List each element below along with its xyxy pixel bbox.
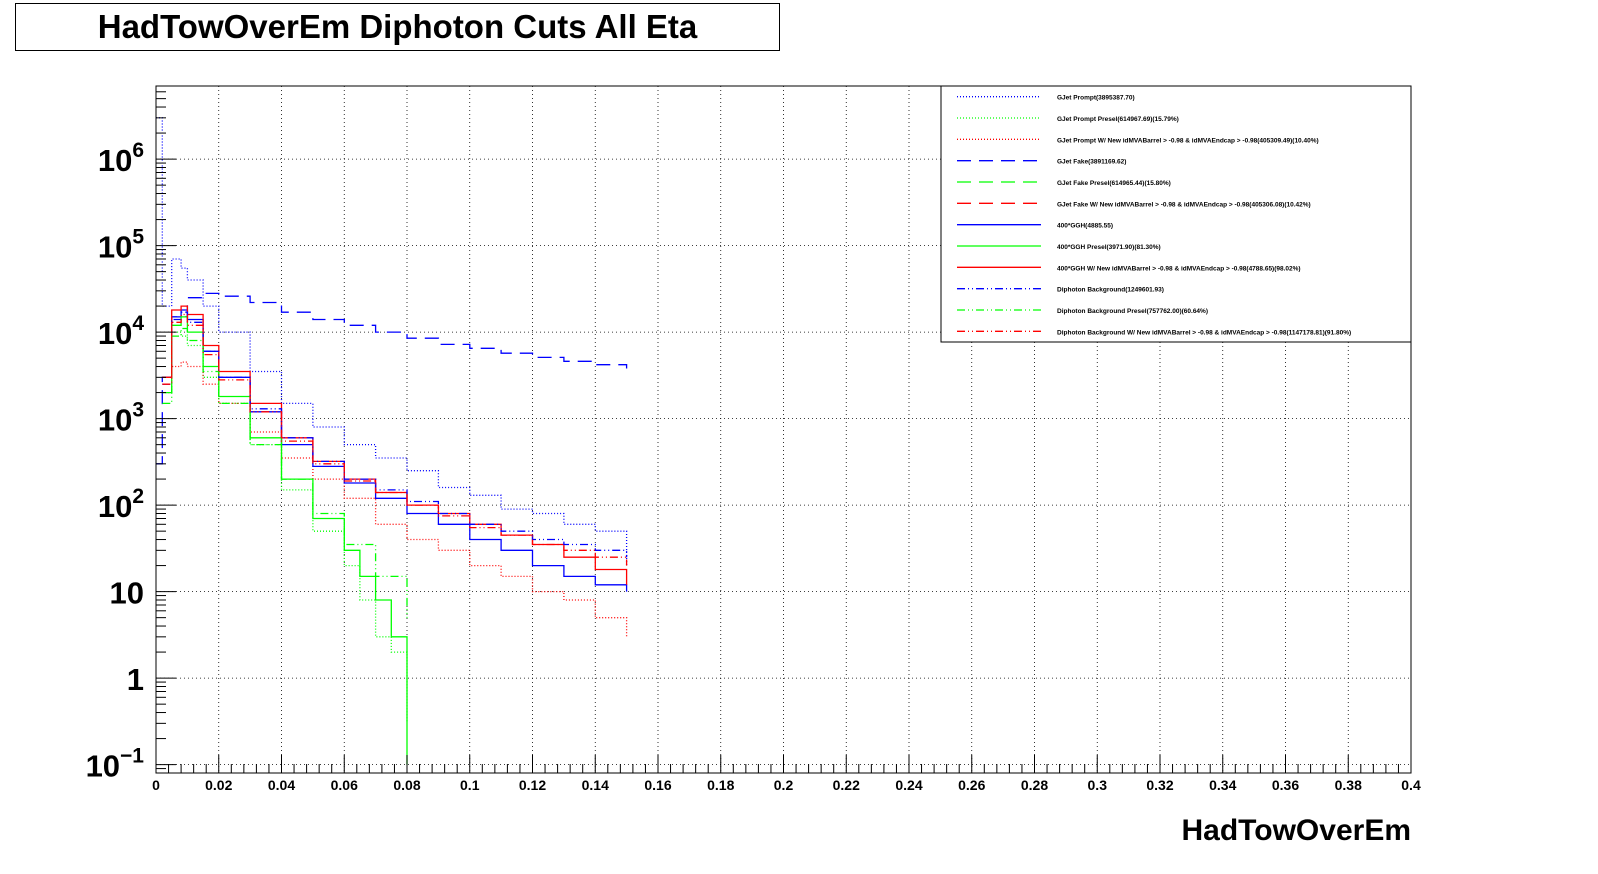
y-tick-exponent: 2	[132, 485, 144, 508]
y-tick-exponent: −1	[120, 745, 144, 768]
y-tick-label: 10	[110, 576, 144, 611]
y-tick-label: 103	[98, 399, 144, 438]
x-tick-label: 0.36	[1272, 777, 1299, 793]
y-tick-exponent: 5	[132, 226, 144, 249]
series-line-9	[162, 305, 628, 585]
x-tick-label: 0.16	[644, 777, 671, 793]
x-tick-label: 0.38	[1335, 777, 1362, 793]
y-tick-label: 104	[98, 312, 144, 351]
x-axis-label: HadTowOverEm	[1182, 814, 1412, 847]
y-tick-label: 1	[127, 662, 144, 697]
legend-box	[940, 85, 1412, 343]
series-line-10	[162, 311, 628, 558]
legend-entry: GJet Fake Presel(614965.44)(15.80%)	[1057, 180, 1171, 187]
x-tick-label: 0.14	[582, 777, 609, 793]
legend-entry: 400*GGH W/ New idMVABarrel > -0.98 & idM…	[1057, 265, 1301, 272]
legend-entry: Diphoton Background W/ New idMVABarrel >…	[1057, 329, 1351, 336]
legend-entry: 400*GGH(4885.55)	[1057, 223, 1113, 230]
legend-entry: GJet Prompt W/ New idMVABarrel > -0.98 &…	[1057, 137, 1319, 144]
x-tick-label: 0.02	[205, 777, 232, 793]
series-line-4	[156, 292, 628, 465]
y-tick-label: 106	[98, 139, 144, 178]
x-tick-label: 0.3	[1088, 777, 1108, 793]
x-tick-label: 0.28	[1021, 777, 1048, 793]
x-tick-label: 0.04	[268, 777, 295, 793]
legend-entry: GJet Fake W/ New idMVABarrel > -0.98 & i…	[1057, 201, 1311, 208]
x-tick-label: 0.18	[707, 777, 734, 793]
x-tick-label: 0.06	[331, 777, 358, 793]
series-line-3	[162, 361, 628, 637]
x-tick-label: 0.22	[833, 777, 860, 793]
series-line-7	[162, 309, 628, 592]
x-tick-label: 0.1	[460, 777, 480, 793]
series-line-12	[162, 313, 628, 566]
x-tick-label: 0.24	[895, 777, 922, 793]
legend-entry: GJet Prompt(3895387.70)	[1057, 95, 1135, 102]
x-tick-label: 0.12	[519, 777, 546, 793]
legend-entry: GJet Fake(3891169.62)	[1057, 159, 1126, 166]
y-tick-label: 105	[98, 226, 144, 265]
legend: GJet Prompt(3895387.70) GJet Prompt Prese…	[940, 85, 1412, 343]
x-tick-label: 0.4	[1401, 777, 1421, 793]
y-tick-label: 102	[98, 485, 144, 524]
y-tick-exponent: 4	[132, 312, 144, 335]
y-tick-exponent: 6	[132, 139, 144, 162]
series-line-11	[162, 327, 408, 618]
legend-entry: 400*GGH Presel(3971.90)(81.30%)	[1057, 244, 1161, 251]
y-tick-exponent: 3	[132, 399, 144, 422]
legend-entry: Diphoton Background Presel(757762.00)(60…	[1057, 308, 1208, 315]
series-line-1	[156, 117, 628, 566]
x-tick-label: 0.08	[393, 777, 420, 793]
x-tick-label: 0.2	[774, 777, 794, 793]
series-line-2	[162, 331, 408, 724]
chart-title: HadTowOverEm Diphoton Cuts All Eta	[97, 8, 698, 45]
x-tick-label: 0.34	[1209, 777, 1236, 793]
x-tick-label: 0.26	[958, 777, 985, 793]
x-tick-label: 0.32	[1146, 777, 1173, 793]
series-layer	[156, 117, 628, 765]
y-tick-label: 10−1	[86, 745, 145, 784]
legend-entry: Diphoton Background(1249601.93)	[1057, 287, 1164, 294]
legend-entry: GJet Prompt Presel(614967.69)(15.79%)	[1057, 116, 1179, 123]
x-tick-label: 0	[152, 777, 160, 793]
series-line-8	[162, 316, 408, 765]
title-box: HadTowOverEm Diphoton Cuts All Eta	[15, 3, 780, 51]
